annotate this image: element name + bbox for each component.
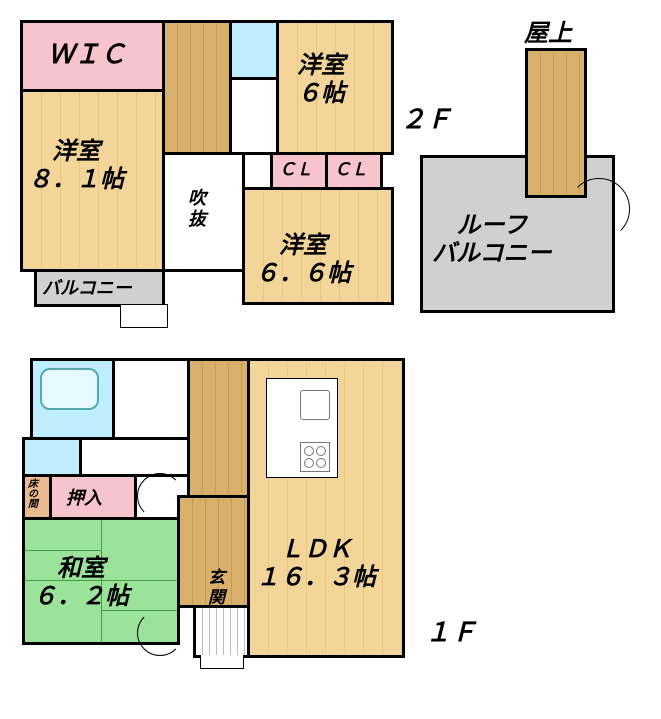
label-washitsu: 和室 ６．２帖	[33, 555, 129, 610]
toilet-1f	[22, 437, 82, 477]
label-oshiire: 押入	[66, 488, 102, 509]
floorplan-canvas: ２Ｆ 屋上 ＷＩＣ 洋室 ８．１帖 洋室 ６帖 ＣＬ ＣＬ 洋室 ６．６帖 吹 …	[0, 0, 661, 719]
toilet-2f	[229, 20, 279, 80]
label-room-6: 洋室 ６帖	[297, 52, 345, 107]
stair-2f	[162, 20, 232, 155]
balcony-step	[120, 304, 168, 328]
sink-icon	[300, 390, 330, 420]
label-2f: ２Ｆ	[400, 105, 452, 135]
label-cl-right: ＣＬ	[334, 160, 368, 180]
stair-1f	[187, 358, 250, 498]
label-balcony: バルコニー	[42, 278, 132, 299]
label-tokonoma: 床の間	[25, 478, 37, 508]
hallway-1f	[79, 437, 190, 477]
label-roof: 屋上	[524, 20, 572, 48]
roof-stair	[525, 48, 587, 198]
label-room-8-1: 洋室 ８．１帖	[28, 138, 124, 193]
stove-icon	[300, 442, 330, 472]
label-1f: １Ｆ	[425, 618, 477, 648]
genkan-step	[200, 655, 244, 669]
hall-2f	[229, 77, 279, 155]
wash-room	[112, 358, 190, 440]
label-fukinuke: 吹 抜	[188, 188, 206, 229]
label-ldk: ＬＤＫ １６．３帖	[256, 536, 376, 591]
genkan	[193, 605, 250, 658]
label-room-6-6: 洋室 ６．６帖	[255, 232, 351, 287]
label-roof-balcony: ルーフ バルコニー	[432, 212, 552, 267]
bathtub-icon	[40, 368, 99, 410]
label-genkan: 玄 関	[208, 568, 225, 607]
label-cl-left: ＣＬ	[279, 160, 313, 180]
label-wic: ＷＩＣ	[48, 40, 126, 70]
